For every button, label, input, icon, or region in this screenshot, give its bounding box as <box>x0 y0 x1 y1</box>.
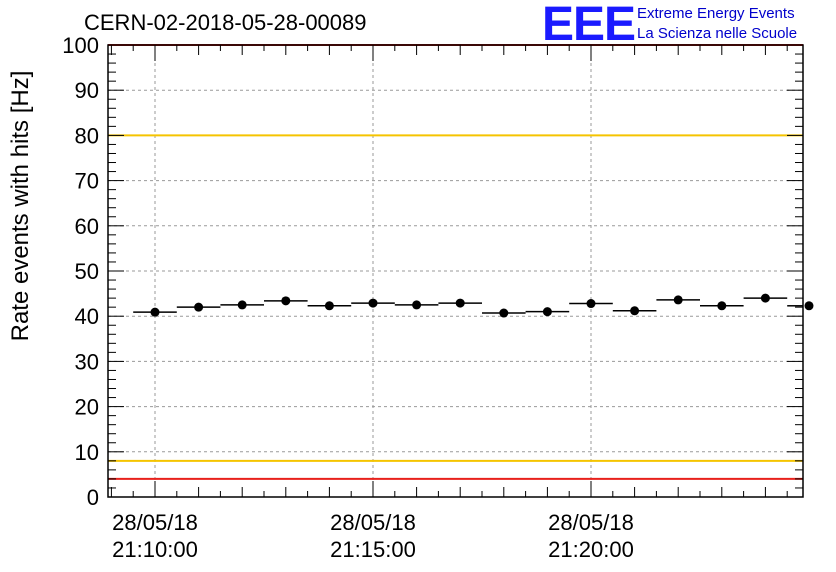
y-tick-label: 0 <box>87 485 99 510</box>
data-point <box>760 293 770 303</box>
data-point <box>368 298 378 308</box>
y-tick-label: 60 <box>75 214 99 239</box>
y-tick-label: 50 <box>75 259 99 284</box>
y-axis: 0 10 20 30 40 50 60 70 80 90 100 <box>62 33 803 510</box>
y-tick-label: 100 <box>62 33 99 58</box>
x-tick-label-date: 28/05/18 <box>112 510 198 535</box>
logo-line2: La Scienza nelle Scuole <box>637 25 797 42</box>
data-point <box>455 298 465 308</box>
x-tick-label-time: 21:15:00 <box>330 537 416 562</box>
x-tick-label-date: 28/05/18 <box>330 510 416 535</box>
y-tick-label: 10 <box>75 440 99 465</box>
grid <box>108 45 803 497</box>
data-series <box>133 293 814 318</box>
y-tick-label: 40 <box>75 304 99 329</box>
x-tick-label-time: 21:20:00 <box>548 537 634 562</box>
x-tick-label-date: 28/05/18 <box>548 510 634 535</box>
data-point <box>717 301 727 311</box>
y-axis-label: Rate events with hits [Hz] <box>7 71 34 342</box>
chart-title: CERN-02-2018-05-28-00089 <box>84 10 367 35</box>
data-point <box>542 307 552 317</box>
eee-logo: EEE Extreme Energy Events La Scienza nel… <box>542 0 797 51</box>
data-point <box>499 308 509 318</box>
data-point <box>586 299 596 309</box>
data-point <box>673 295 683 305</box>
data-point <box>412 300 422 310</box>
data-point <box>150 307 160 317</box>
y-tick-label: 80 <box>75 123 99 148</box>
y-tick-label: 30 <box>75 349 99 374</box>
logo-line1: Extreme Energy Events <box>637 5 795 22</box>
logo-eee: EEE <box>542 0 635 51</box>
data-point <box>237 300 247 310</box>
data-point <box>281 296 291 306</box>
data-point <box>194 302 204 312</box>
x-tick-label-time: 21:10:00 <box>112 537 198 562</box>
y-tick-label: 20 <box>75 395 99 420</box>
reference-lines <box>108 44 803 480</box>
y-tick-label: 70 <box>75 169 99 194</box>
data-point <box>630 306 640 316</box>
x-axis: 28/05/1821:10:0028/05/1821:15:0028/05/18… <box>110 45 788 562</box>
y-tick-label: 90 <box>75 78 99 103</box>
data-point <box>324 301 334 311</box>
data-point <box>804 301 814 311</box>
